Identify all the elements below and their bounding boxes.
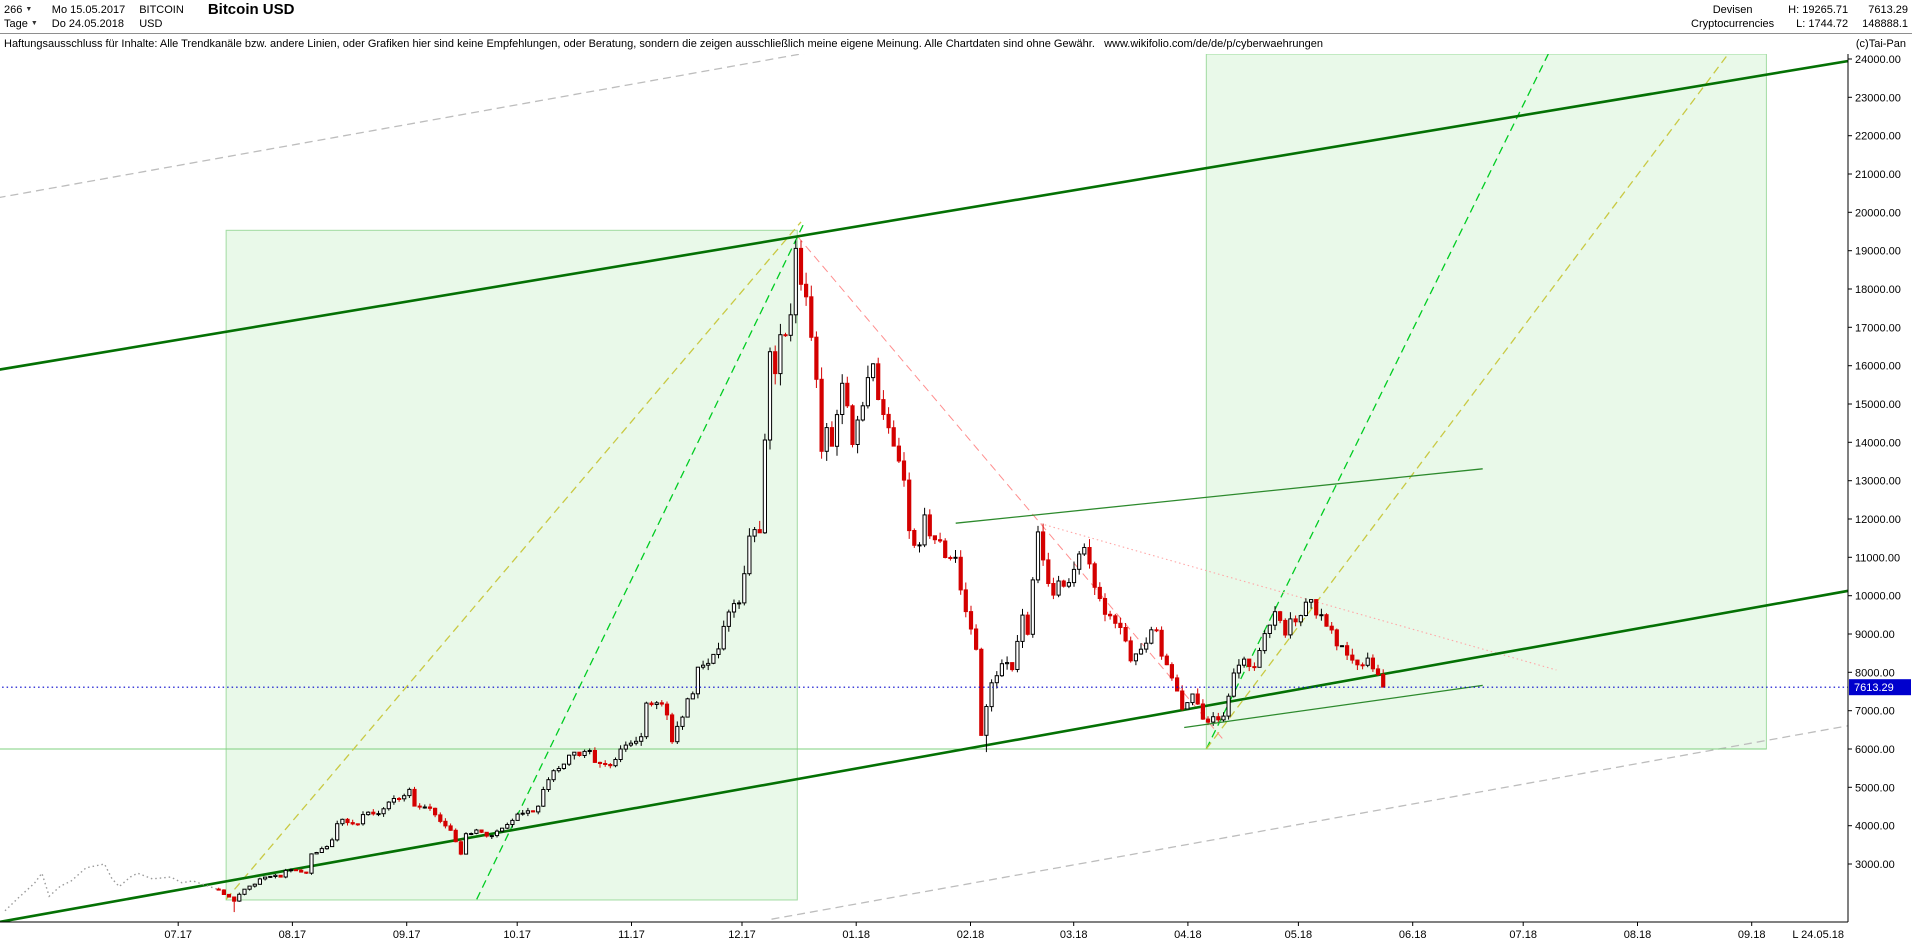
gray-channel-upper: [0, 54, 805, 199]
y-axis-label: 5000.00: [1855, 782, 1895, 794]
y-axis-label: 14000.00: [1855, 437, 1901, 449]
x-axis-label: 09.18: [1738, 929, 1766, 941]
x-axis-label: 06.18: [1399, 929, 1427, 941]
y-axis-label: 13000.00: [1855, 476, 1901, 488]
category-block: Devisen Cryptocurrencies: [1691, 3, 1774, 31]
x-axis-label: 07.18: [1509, 929, 1537, 941]
y-axis-label: 15000.00: [1855, 399, 1901, 411]
period-selector: 266 ▼ Tage ▼: [4, 3, 38, 31]
y-axis-label: 4000.00: [1855, 821, 1895, 833]
trend-channel-upper: [0, 59, 1848, 371]
trend-lines: [0, 54, 1848, 922]
y-axis-label: 12000.00: [1855, 514, 1901, 526]
y-axis-label: 6000.00: [1855, 744, 1895, 756]
y-axis-label: 20000.00: [1855, 207, 1901, 219]
chart-area[interactable]: 3000.00 4000.00 5000.00 6000.00 7000.00 8000.…: [0, 54, 1912, 952]
red-trend-shallow: [1040, 523, 1557, 671]
last-quote-block: 7613.29 148888.1: [1862, 3, 1908, 31]
page-title: Bitcoin USD: [207, 1, 295, 18]
x-axis-label: 07.17: [164, 929, 192, 941]
x-axis-label: 01.18: [842, 929, 870, 941]
y-axis-label: 3000.00: [1855, 859, 1895, 871]
y-axis-label: 11000.00: [1855, 552, 1900, 564]
disclaimer-url: www.wikifolio.com/de/de/p/cyberwaehrunge…: [1104, 38, 1323, 50]
fan-line-yellow-right: [1205, 54, 1730, 750]
y-axis-label: 18000.00: [1855, 284, 1901, 296]
last-price-value: 7613.29: [1868, 4, 1908, 16]
y-axis-label: 8000.00: [1855, 667, 1895, 679]
date-from: Mo 15.05.2017: [51, 4, 126, 16]
period-low-label: L: 1744.72: [1796, 18, 1849, 30]
period-count-dropdown-icon[interactable]: ▼: [25, 6, 33, 13]
y-axis-label: 23000.00: [1855, 92, 1901, 104]
highlight-boxes: [225, 54, 1767, 901]
disclaimer-bar: Haftungsausschluss für Inhalte: Alle Tre…: [0, 34, 1912, 54]
gray-channel-lower: [771, 725, 1848, 920]
instrument-currency: USD: [139, 18, 163, 30]
period-count: 266: [4, 4, 23, 16]
highlight-zone-2018-projection: [1205, 54, 1767, 750]
svg-text:7613.29: 7613.29: [1854, 682, 1894, 694]
date-range: Mo 15.05.2017 Do 24.05.2018: [52, 3, 125, 31]
y-axis-label: 10000.00: [1855, 591, 1901, 603]
highlight-zone-2017-rally: [225, 229, 798, 901]
axes: 3000.00 4000.00 5000.00 6000.00 7000.00 8000.…: [0, 54, 1901, 941]
period-high-label: H: 19265.71: [1788, 4, 1849, 16]
last-price-tag: 7613.29: [1849, 679, 1911, 696]
x-axis-label: 08.17: [279, 929, 307, 941]
overlay-lines: [0, 468, 1848, 729]
y-axis-label: 24000.00: [1855, 54, 1901, 66]
x-axis-label: 02.18: [957, 929, 985, 941]
fan-line-yellow-left: [225, 221, 802, 900]
disclaimer-text: Haftungsausschluss für Inhalte: Alle Tre…: [4, 38, 1095, 50]
plot-layers: [0, 54, 1848, 922]
price-chart-svg[interactable]: 3000.00 4000.00 5000.00 6000.00 7000.00 8000.…: [0, 54, 1912, 952]
x-axis-end-label: L 24.05.18: [1792, 929, 1844, 941]
y-axis-label: 17000.00: [1855, 322, 1901, 334]
category-subgroup: Cryptocurrencies: [1691, 18, 1775, 30]
instrument-symbol: BITCOIN: [139, 4, 184, 16]
y-axis-label: 21000.00: [1855, 169, 1901, 181]
x-axis-label: 04.18: [1174, 929, 1202, 941]
fan-line-green-left: [476, 221, 806, 900]
period-unit: Tage: [4, 18, 28, 30]
early-data-line: [4, 863, 219, 912]
x-axis-label: 05.18: [1285, 929, 1313, 941]
x-axis-label: 10.17: [503, 929, 531, 941]
x-axis-label: 03.18: [1060, 929, 1088, 941]
category-group: Devisen: [1712, 4, 1753, 16]
disclaimer-line: Haftungsausschluss für Inhalte: Alle Tre…: [4, 38, 1323, 50]
date-to: Do 24.05.2018: [51, 18, 124, 30]
y-axis-label: 7000.00: [1855, 706, 1895, 718]
x-axis-label: 11.17: [618, 929, 645, 941]
candles-layer: [216, 240, 1386, 913]
x-axis-label: 08.18: [1624, 929, 1652, 941]
red-trend-steep: [796, 235, 1226, 742]
period-unit-dropdown-icon[interactable]: ▼: [30, 20, 38, 27]
x-axis-label: 12.17: [728, 929, 756, 941]
high-low-block: H: 19265.71 L: 1744.72: [1788, 3, 1848, 31]
y-axis-label: 9000.00: [1855, 629, 1895, 641]
header-bar: 266 ▼ Tage ▼ Mo 15.05.2017 Do 24.05.2018…: [0, 0, 1912, 34]
minor-resistance-line: [955, 468, 1483, 524]
y-axis-label: 19000.00: [1855, 246, 1901, 258]
minor-support-line: [1184, 684, 1483, 729]
y-axis-label: 16000.00: [1855, 361, 1901, 373]
trend-channel-lower: [0, 589, 1848, 922]
copyright-label: (c)Tai-Pan: [1855, 38, 1906, 50]
volume-value: 148888.1: [1862, 18, 1908, 30]
x-axis-label: 09.17: [393, 929, 421, 941]
y-axis-label: 22000.00: [1855, 131, 1901, 143]
instrument: BITCOIN USD: [139, 3, 184, 31]
